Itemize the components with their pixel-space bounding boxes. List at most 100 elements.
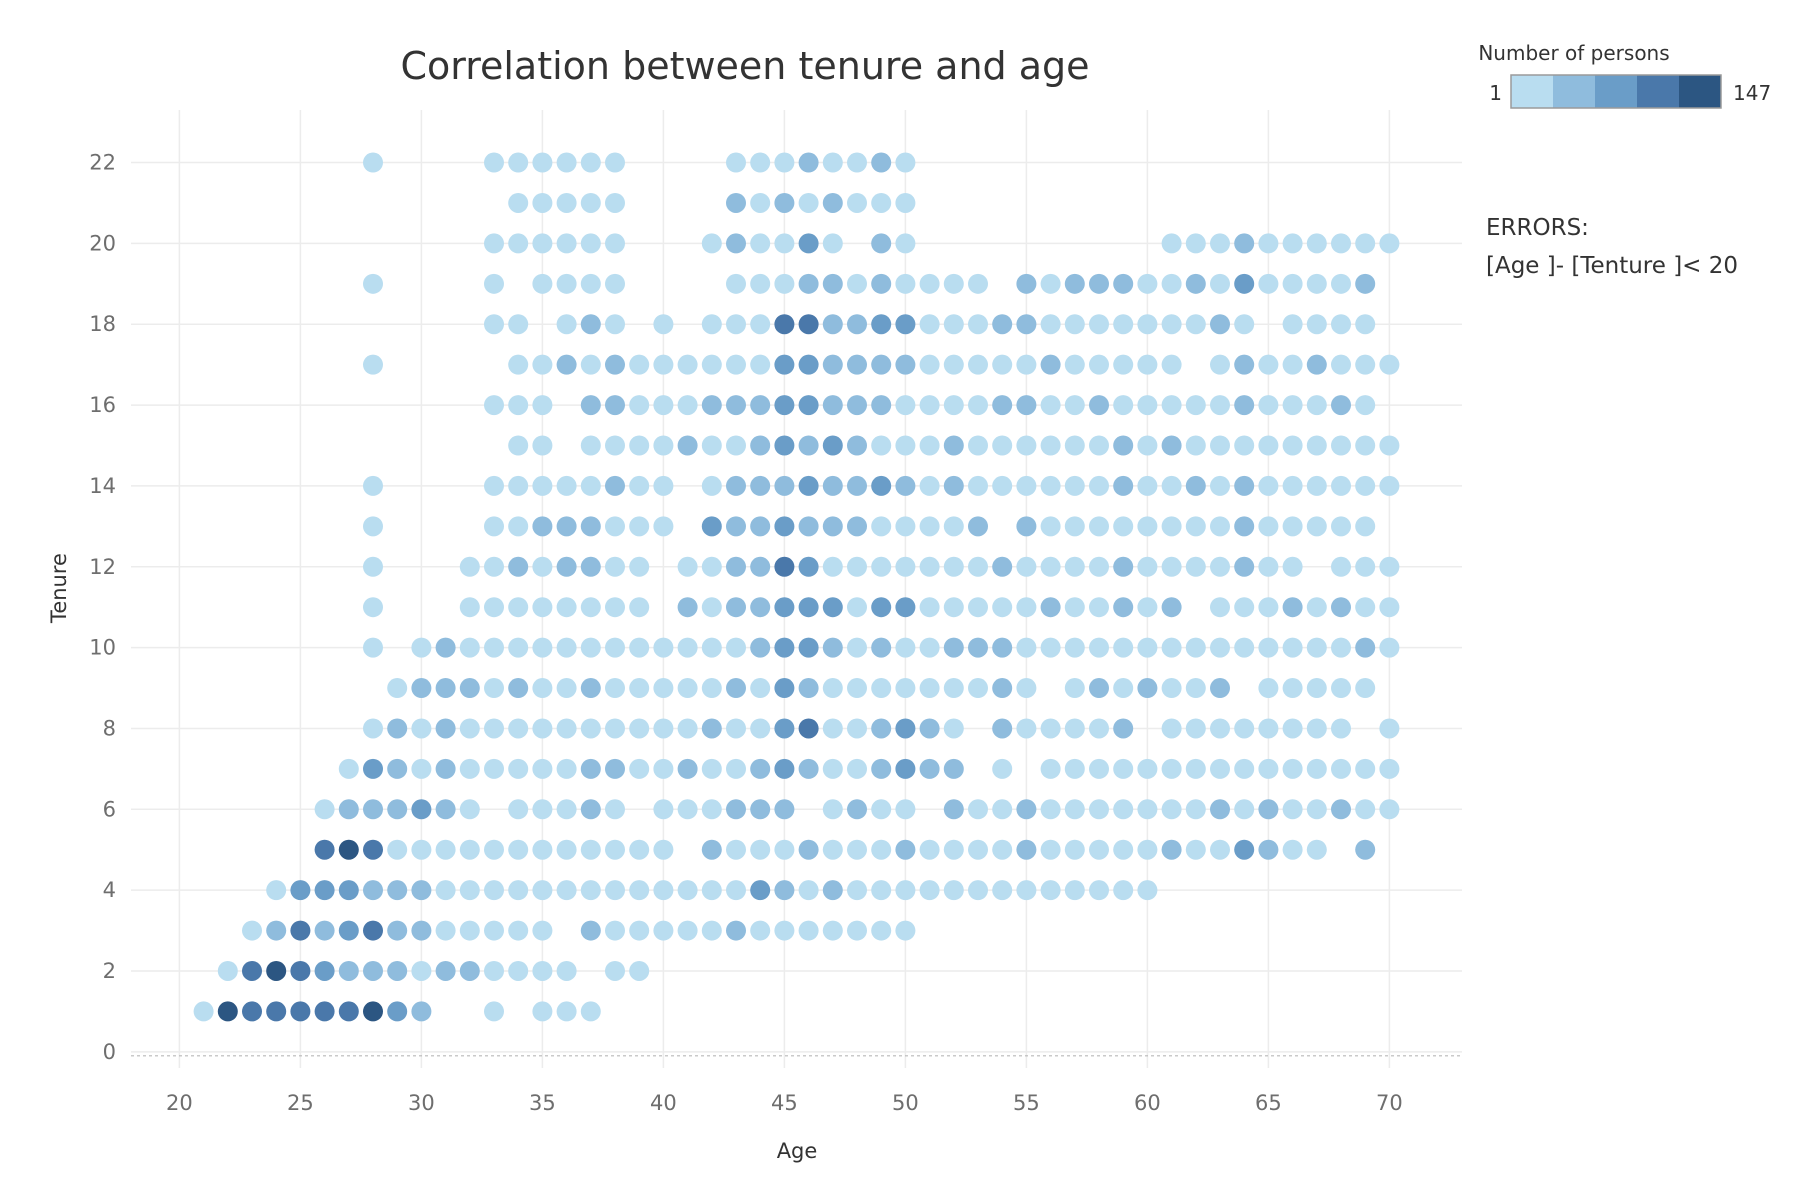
data-point <box>556 880 577 901</box>
data-point <box>387 1001 408 1022</box>
data-point <box>387 960 408 981</box>
data-point <box>508 435 529 456</box>
data-point <box>774 880 795 901</box>
data-point <box>919 314 940 335</box>
data-point <box>1064 273 1085 294</box>
data-point <box>1210 839 1230 860</box>
data-point <box>943 799 964 820</box>
data-point <box>1040 395 1061 416</box>
x-tick-label: 45 <box>771 1091 798 1115</box>
data-point <box>605 395 625 416</box>
data-point <box>701 556 722 577</box>
data-point <box>847 192 867 213</box>
data-point <box>508 395 529 416</box>
data-point <box>774 758 795 779</box>
data-point <box>847 839 867 860</box>
data-point <box>1185 273 1206 294</box>
data-point <box>895 314 916 335</box>
data-point <box>774 516 795 537</box>
data-point <box>484 839 504 860</box>
data-point <box>847 799 867 820</box>
data-point <box>701 637 722 658</box>
data-point <box>968 354 988 375</box>
data-point <box>435 799 456 820</box>
data-point <box>363 273 383 294</box>
x-tick-label: 50 <box>892 1091 919 1115</box>
data-point <box>1089 273 1109 294</box>
data-point <box>871 152 892 173</box>
data-point <box>605 556 625 577</box>
data-point <box>580 395 601 416</box>
data-point <box>750 314 771 335</box>
data-point <box>895 799 916 820</box>
data-point <box>1210 273 1230 294</box>
y-axis-title: Tenure <box>47 553 71 624</box>
data-point <box>1210 799 1230 820</box>
data-point <box>1282 678 1303 699</box>
data-point <box>822 880 843 901</box>
data-point <box>992 354 1013 375</box>
data-point <box>774 395 795 416</box>
data-point <box>459 920 480 941</box>
data-point <box>508 192 529 213</box>
data-point <box>387 718 408 739</box>
data-point <box>1379 233 1400 254</box>
data-point <box>895 192 916 213</box>
data-point <box>726 758 746 779</box>
data-point <box>895 435 916 456</box>
data-point <box>677 920 698 941</box>
y-axis-ticks: 0 2 4 6 8 10 12 14 16 18 20 22 <box>89 151 116 1064</box>
data-point <box>798 880 819 901</box>
y-tick-label: 2 <box>103 959 116 983</box>
data-point <box>968 799 988 820</box>
data-point <box>508 314 529 335</box>
data-point <box>556 516 577 537</box>
data-point <box>1282 354 1303 375</box>
data-point <box>871 556 892 577</box>
x-tick-label: 40 <box>650 1091 677 1115</box>
data-point <box>532 152 553 173</box>
data-point <box>822 920 843 941</box>
data-point <box>653 395 674 416</box>
data-point <box>556 758 577 779</box>
data-point <box>750 152 771 173</box>
data-point <box>895 152 916 173</box>
data-point <box>1379 758 1400 779</box>
data-point <box>943 758 964 779</box>
data-point <box>968 516 988 537</box>
data-point <box>1306 839 1327 860</box>
data-point <box>1185 678 1206 699</box>
data-point <box>1161 233 1182 254</box>
data-point <box>1258 758 1279 779</box>
data-point <box>1331 678 1351 699</box>
data-point <box>484 920 504 941</box>
data-point <box>1161 475 1182 496</box>
data-point <box>363 799 383 820</box>
data-point <box>508 475 529 496</box>
data-point <box>532 1001 553 1022</box>
x-tick-label: 55 <box>1013 1091 1040 1115</box>
data-point <box>556 718 577 739</box>
data-point <box>1137 637 1158 658</box>
data-point <box>1089 435 1109 456</box>
data-point <box>484 637 504 658</box>
data-point <box>701 718 722 739</box>
data-point <box>871 839 892 860</box>
data-point <box>314 960 335 981</box>
data-point <box>798 354 819 375</box>
data-point <box>726 314 746 335</box>
data-point <box>895 718 916 739</box>
data-point <box>532 718 553 739</box>
data-point <box>992 880 1013 901</box>
data-point <box>943 273 964 294</box>
data-point <box>1282 273 1303 294</box>
data-point <box>1040 637 1061 658</box>
data-point <box>508 516 529 537</box>
data-point <box>1258 597 1279 618</box>
data-point <box>701 516 722 537</box>
data-point <box>580 516 601 537</box>
data-point <box>653 920 674 941</box>
data-point <box>1113 880 1134 901</box>
data-point <box>1306 597 1327 618</box>
data-point <box>1210 354 1230 375</box>
